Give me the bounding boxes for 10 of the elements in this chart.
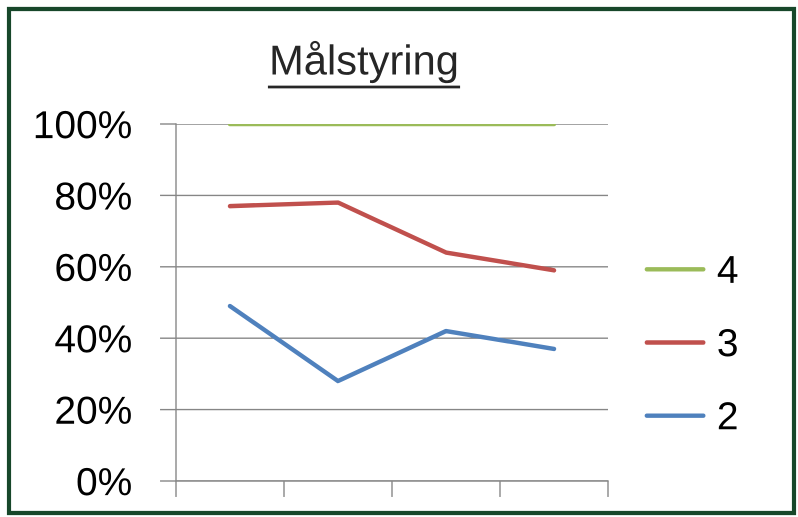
chart-title: Målstyring (272, 40, 456, 84)
y-tick-label: 60% (56, 254, 131, 282)
y-tick-label: 80% (56, 182, 131, 210)
legend-label: 4 (718, 256, 738, 283)
y-tick-label: 100% (36, 110, 131, 138)
y-tick-label: 40% (55, 325, 131, 353)
y-tick-label: 20% (56, 396, 131, 424)
legend-label: 2 (718, 402, 737, 430)
legend-label: 3 (718, 328, 737, 356)
y-tick-label: 0% (78, 468, 131, 496)
